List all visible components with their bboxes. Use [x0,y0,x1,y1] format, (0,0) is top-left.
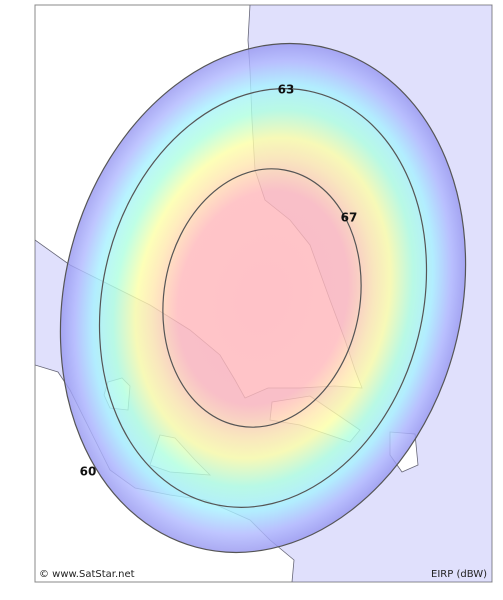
contour-67 [162,168,362,428]
credit: © www.SatStar.net [39,569,135,580]
contour-60 [59,42,467,554]
contour-63 [98,88,428,508]
contour-label: 60 [80,465,97,479]
contour-label: 67 [341,211,358,225]
contour-label: 63 [278,83,295,97]
legend-label: EIRP (dBW) [431,569,487,580]
